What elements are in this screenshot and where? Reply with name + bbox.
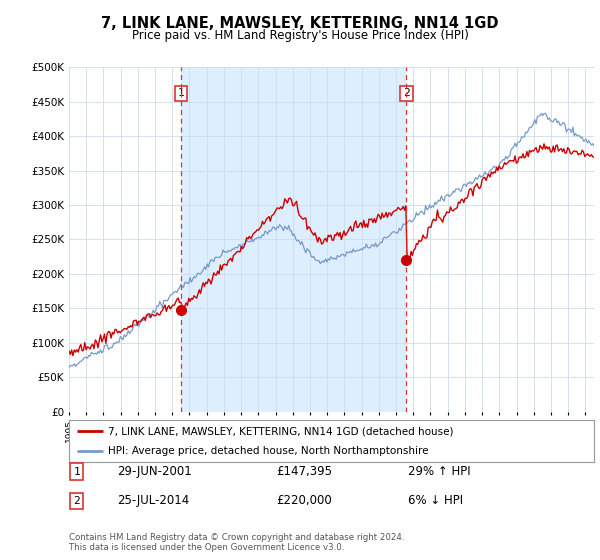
Bar — [181, 67, 406, 412]
Text: HPI: Average price, detached house, North Northamptonshire: HPI: Average price, detached house, Nort… — [109, 446, 429, 456]
Text: 1: 1 — [178, 88, 184, 99]
Text: 1: 1 — [73, 466, 80, 477]
Text: Price paid vs. HM Land Registry's House Price Index (HPI): Price paid vs. HM Land Registry's House … — [131, 29, 469, 42]
Text: 25-JUL-2014: 25-JUL-2014 — [117, 494, 189, 507]
Text: 2: 2 — [73, 496, 80, 506]
Text: £220,000: £220,000 — [276, 494, 332, 507]
Text: 7, LINK LANE, MAWSLEY, KETTERING, NN14 1GD: 7, LINK LANE, MAWSLEY, KETTERING, NN14 1… — [101, 16, 499, 31]
Text: 29% ↑ HPI: 29% ↑ HPI — [408, 465, 470, 478]
Text: 7, LINK LANE, MAWSLEY, KETTERING, NN14 1GD (detached house): 7, LINK LANE, MAWSLEY, KETTERING, NN14 1… — [109, 426, 454, 436]
Text: This data is licensed under the Open Government Licence v3.0.: This data is licensed under the Open Gov… — [69, 543, 344, 552]
Text: £147,395: £147,395 — [276, 465, 332, 478]
Text: 2: 2 — [403, 88, 410, 99]
Text: Contains HM Land Registry data © Crown copyright and database right 2024.: Contains HM Land Registry data © Crown c… — [69, 533, 404, 542]
Text: 6% ↓ HPI: 6% ↓ HPI — [408, 494, 463, 507]
Text: 29-JUN-2001: 29-JUN-2001 — [117, 465, 192, 478]
